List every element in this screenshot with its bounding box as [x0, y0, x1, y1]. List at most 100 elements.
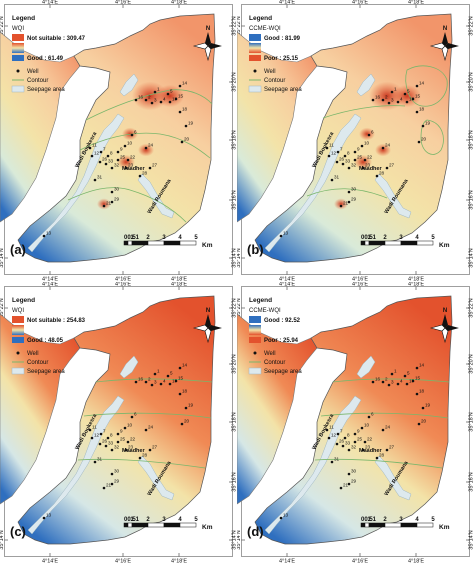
scalebar-segment — [360, 240, 366, 246]
well-marker — [153, 372, 157, 376]
scalebar-segment — [400, 240, 418, 246]
well-marker — [93, 460, 97, 464]
well-number: 27 — [152, 445, 158, 450]
well-marker — [180, 140, 184, 144]
well-marker — [421, 124, 425, 128]
well-marker — [178, 392, 182, 396]
well-marker — [417, 422, 421, 426]
contour-line — [77, 458, 206, 469]
well-marker — [150, 101, 154, 105]
legend-title: Legend — [249, 297, 272, 304]
well-marker — [325, 428, 329, 432]
well-number: 22 — [130, 437, 136, 442]
lon-tick-label: 4°16'E — [115, 277, 131, 283]
seepage-area — [264, 395, 362, 535]
well-number: 2 — [385, 95, 388, 100]
scalebar-segment — [368, 240, 386, 246]
well-number: 12 — [331, 151, 337, 156]
lon-tick-label: 4°16'E — [352, 0, 368, 6]
scalebar-unit: Km — [202, 524, 213, 531]
legend-well-icon — [16, 69, 20, 73]
legend-ramp — [249, 43, 261, 53]
well-number: 10 — [364, 423, 370, 428]
well-marker — [347, 448, 351, 452]
scalebar-unit: Km — [439, 242, 450, 249]
well-number: 6 — [371, 412, 374, 417]
legend-contour-label: Contour — [27, 78, 48, 84]
well-marker — [102, 204, 106, 208]
well-marker — [138, 174, 142, 178]
well-marker — [363, 158, 367, 162]
well-number: 33 — [345, 159, 351, 164]
study-area — [254, 13, 453, 263]
well-number: 20 — [421, 419, 427, 424]
map-svg: 4°14'E 4°14'E 4°16'E 4°16'E 4°18'E 4°18'E 35°2… — [237, 282, 474, 564]
scalebar-unit: Km — [439, 524, 450, 531]
well-number: 12 — [94, 151, 100, 156]
lon-tick-label: 4°14'E — [279, 277, 295, 283]
well-marker — [396, 382, 400, 386]
well-number: 27 — [152, 163, 158, 168]
well-marker — [180, 422, 184, 426]
lon-tick-label: 4°18'E — [408, 282, 424, 288]
scalebar-label: 4 — [178, 517, 182, 523]
lat-tick-label: 35°22'N — [469, 298, 474, 317]
well-number: 5 — [170, 371, 173, 376]
well-number: 19 — [425, 403, 431, 408]
well-marker — [330, 460, 334, 464]
well-marker — [168, 100, 172, 104]
lon-tick-label: 4°16'E — [352, 277, 368, 283]
lat-tick-label: 35°14'N — [0, 530, 5, 549]
well-number: 24 — [148, 425, 154, 430]
well-marker — [411, 379, 415, 383]
legend-swatch-low — [12, 55, 24, 61]
panel-letter: (b) — [247, 242, 264, 257]
well-number: 8 — [347, 151, 350, 156]
well-number: 20 — [184, 419, 190, 424]
well-number: 19 — [425, 121, 431, 126]
well-number: 19 — [188, 121, 194, 126]
well-number: 14 — [182, 363, 188, 368]
hotspot — [138, 143, 154, 157]
well-marker — [327, 436, 331, 440]
well-marker — [381, 146, 385, 150]
well-marker — [88, 146, 92, 150]
legend-well-label: Well — [27, 351, 39, 357]
town-label: Maadher — [359, 448, 382, 454]
well-marker — [178, 366, 182, 370]
well-marker — [387, 383, 391, 387]
well-number: 28 — [379, 453, 385, 458]
well-marker — [336, 432, 340, 436]
well-number: 8 — [110, 151, 113, 156]
legend-index-name: WQI — [12, 26, 24, 32]
legend-well-label: Well — [264, 351, 276, 357]
north-label: N — [206, 308, 210, 314]
well-number: 24 — [385, 425, 391, 430]
legend-contour-label: Contour — [264, 360, 285, 366]
well-marker — [375, 174, 379, 178]
well-number: 18 — [419, 107, 425, 112]
lon-tick-label: 4°14'E — [42, 277, 58, 283]
well-marker — [381, 428, 385, 432]
well-number: 7 — [340, 429, 343, 434]
contour-line — [85, 89, 213, 121]
north-label: N — [443, 308, 447, 314]
well-number: 15 — [178, 94, 184, 99]
well-marker — [343, 154, 347, 158]
legend-ramp — [12, 43, 24, 53]
legend-high-label: Good : 92.52 — [264, 318, 301, 324]
lon-tick-label: 4°18'E — [171, 0, 187, 6]
well-marker — [124, 166, 128, 170]
seepage-area — [264, 113, 362, 253]
well-number: 21 — [106, 201, 112, 206]
legend-ramp — [249, 325, 261, 335]
well-marker — [144, 428, 148, 432]
well-number: 3 — [391, 380, 394, 385]
well-marker — [343, 436, 347, 440]
well-marker — [347, 472, 351, 476]
map-panel: 4°14'E 4°14'E 4°16'E 4°16'E 4°18'E 4°18'E 35°2… — [0, 0, 237, 282]
well-marker — [168, 382, 172, 386]
panel-letter: (d) — [247, 524, 264, 539]
lat-tick-label: 35°14'N — [469, 248, 474, 267]
well-marker — [415, 392, 419, 396]
